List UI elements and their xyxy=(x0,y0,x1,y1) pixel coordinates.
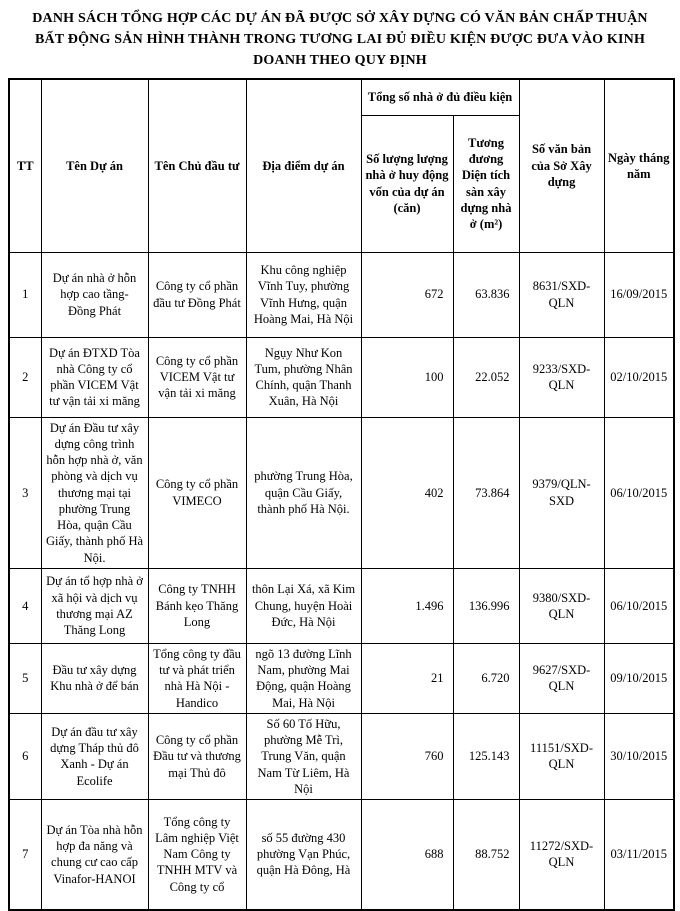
cell-quantity: 672 xyxy=(360,251,454,338)
cell-investor: Công ty cổ phần đầu tư Đồng Phát xyxy=(147,251,247,338)
document-title: DANH SÁCH TỔNG HỢP CÁC DỰ ÁN ĐÃ ĐƯỢC SỞ … xyxy=(32,11,648,68)
cell-floor-area: 73.864 xyxy=(452,416,520,569)
header-quantity: Số lượng lượng nhà ở huy động vốn của dự… xyxy=(360,114,454,253)
cell-tt: 5 xyxy=(8,642,42,714)
cell-document-number: 9379/QLN-SXD xyxy=(518,416,605,569)
cell-tt: 7 xyxy=(8,799,42,910)
table-row: 2 Dự án ĐTXD Tòa nhà Công ty cổ phần VIC… xyxy=(8,336,675,418)
cell-date: 06/10/2015 xyxy=(603,416,675,569)
cell-document-number: 11151/SXD-QLN xyxy=(518,712,605,801)
document-page: DANH SÁCH TỔNG HỢP CÁC DỰ ÁN ĐÃ ĐƯỢC SỞ … xyxy=(8,11,676,911)
cell-investor: Công ty cổ phần Đầu tư và thương mại Thủ… xyxy=(147,712,247,801)
cell-location: Số 60 Tố Hữu, phường Mễ Trì, Trung Văn, … xyxy=(245,712,362,801)
cell-investor: Tổng công ty đầu tư và phát triển nhà Hà… xyxy=(147,642,247,714)
cell-document-number: 11272/SXD-QLN xyxy=(518,799,605,910)
cell-location: Ngụy Như Kon Tum, phường Nhân Chính, quậ… xyxy=(245,336,362,418)
cell-date: 09/10/2015 xyxy=(603,642,675,714)
cell-date: 16/09/2015 xyxy=(603,251,675,338)
cell-floor-area: 136.996 xyxy=(452,567,520,644)
cell-tt: 3 xyxy=(8,416,42,569)
cell-project-name: Dự án tổ hợp nhà ở xã hội và dịch vụ thư… xyxy=(40,567,149,644)
cell-floor-area: 88.752 xyxy=(452,799,520,910)
header-location: Địa điểm dự án xyxy=(245,78,362,253)
cell-tt: 4 xyxy=(8,567,42,644)
cell-quantity: 760 xyxy=(360,712,454,801)
cell-project-name: Dự án Đầu tư xây dựng công trình hỗn hợp… xyxy=(40,416,149,569)
cell-location: thôn Lại Xá, xã Kim Chung, huyện Hoài Đứ… xyxy=(245,567,362,644)
table-row: 1 Dự án nhà ở hỗn hợp cao tầng- Đồng Phá… xyxy=(8,251,675,338)
cell-project-name: Đầu tư xây dựng Khu nhà ở để bán xyxy=(40,642,149,714)
cell-project-name: Dự án nhà ở hỗn hợp cao tầng- Đồng Phát xyxy=(40,251,149,338)
cell-investor: Công ty cổ phần VIMECO xyxy=(147,416,247,569)
header-tt: TT xyxy=(8,78,42,253)
cell-investor: Công ty cổ phần VICEM Vật tư vận tải xi … xyxy=(147,336,247,418)
table-row: 3 Dự án Đầu tư xây dựng công trình hỗn h… xyxy=(8,416,675,569)
header-total-eligible-group: Tổng số nhà ở đủ điều kiện xyxy=(360,78,520,116)
cell-investor: Tổng công ty Lâm nghiệp Việt Nam Công ty… xyxy=(147,799,247,910)
header-date: Ngày tháng năm xyxy=(603,78,675,253)
cell-date: 02/10/2015 xyxy=(603,336,675,418)
cell-floor-area: 125.143 xyxy=(452,712,520,801)
cell-floor-area: 63.836 xyxy=(452,251,520,338)
cell-document-number: 8631/SXD-QLN xyxy=(518,251,605,338)
cell-location: phường Trung Hòa, quận Cầu Giấy, thành p… xyxy=(245,416,362,569)
cell-quantity: 402 xyxy=(360,416,454,569)
cell-quantity: 1.496 xyxy=(360,567,454,644)
table-row: 5 Đầu tư xây dựng Khu nhà ở để bán Tổng … xyxy=(8,642,675,714)
table-row: 4 Dự án tổ hợp nhà ở xã hội và dịch vụ t… xyxy=(8,567,675,644)
cell-tt: 2 xyxy=(8,336,42,418)
header-investor: Tên Chủ đầu tư xyxy=(147,78,247,253)
cell-date: 03/11/2015 xyxy=(603,799,675,910)
cell-project-name: Dự án ĐTXD Tòa nhà Công ty cổ phần VICEM… xyxy=(40,336,149,418)
cell-location: số 55 đường 430 phường Vạn Phúc, quận Hà… xyxy=(245,799,362,910)
cell-tt: 6 xyxy=(8,712,42,801)
cell-project-name: Dự án Tòa nhà hỗn hợp đa năng và chung c… xyxy=(40,799,149,910)
table-row: 7 Dự án Tòa nhà hỗn hợp đa năng và chung… xyxy=(8,799,675,910)
cell-document-number: 9233/SXD-QLN xyxy=(518,336,605,418)
header-row-top: TT Tên Dự án Tên Chủ đầu tư Địa điểm dự … xyxy=(8,78,675,253)
header-document-number: Số văn bản của Sở Xây dựng xyxy=(518,78,605,253)
cell-quantity: 688 xyxy=(360,799,454,910)
cell-document-number: 9380/SXD-QLN xyxy=(518,567,605,644)
cell-location: Khu công nghiệp Vĩnh Tuy, phường Vĩnh Hư… xyxy=(245,251,362,338)
cell-date: 30/10/2015 xyxy=(603,712,675,801)
projects-table: TT Tên Dự án Tên Chủ đầu tư Địa điểm dự … xyxy=(8,78,676,911)
cell-floor-area: 6.720 xyxy=(452,642,520,714)
header-floor-area: Tương đương Diện tích sàn xây dựng nhà ở… xyxy=(452,114,520,253)
cell-document-number: 9627/SXD-QLN xyxy=(518,642,605,714)
header-project-name: Tên Dự án xyxy=(40,78,149,253)
cell-tt: 1 xyxy=(8,251,42,338)
cell-date: 06/10/2015 xyxy=(603,567,675,644)
cell-location: ngõ 13 đường Lĩnh Nam, phường Mai Động, … xyxy=(245,642,362,714)
cell-quantity: 100 xyxy=(360,336,454,418)
cell-project-name: Dự án đầu tư xây dựng Tháp thủ đô Xanh -… xyxy=(40,712,149,801)
cell-investor: Công ty TNHH Bánh kẹo Thăng Long xyxy=(147,567,247,644)
table-row: 6 Dự án đầu tư xây dựng Tháp thủ đô Xanh… xyxy=(8,712,675,801)
cell-floor-area: 22.052 xyxy=(452,336,520,418)
header-row-sub: Số lượng lượng nhà ở huy động vốn của dự… xyxy=(9,114,674,253)
cell-quantity: 21 xyxy=(360,642,454,714)
